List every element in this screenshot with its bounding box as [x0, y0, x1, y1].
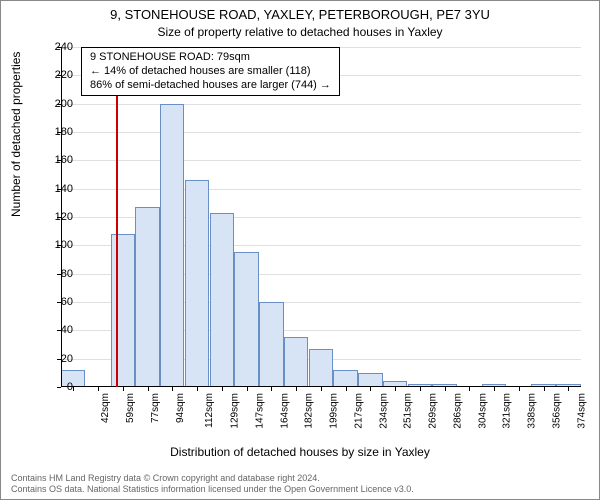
x-tick-label: 338sqm	[527, 393, 538, 429]
y-tick-label: 20	[33, 353, 73, 365]
y-tick-label: 220	[33, 69, 73, 81]
x-tick-label: 59sqm	[125, 393, 136, 423]
x-tick-label: 234sqm	[378, 393, 389, 429]
x-tick	[271, 387, 272, 391]
footer-attribution: Contains HM Land Registry data © Crown c…	[1, 473, 600, 496]
y-tick-label: 40	[33, 324, 73, 336]
y-tick-label: 200	[33, 98, 73, 110]
histogram-bar	[111, 234, 135, 387]
gridline	[61, 189, 581, 190]
x-tick-label: 269sqm	[428, 393, 439, 429]
x-tick	[148, 387, 149, 391]
x-tick	[123, 387, 124, 391]
histogram-bar	[185, 180, 209, 387]
x-tick-label: 77sqm	[150, 393, 161, 423]
x-tick-label: 94sqm	[175, 393, 186, 423]
histogram-bar	[309, 349, 333, 387]
x-axis-label: Distribution of detached houses by size …	[1, 445, 599, 459]
histogram-bar	[284, 337, 308, 387]
x-tick-label: 182sqm	[304, 393, 315, 429]
x-tick-label: 164sqm	[279, 393, 290, 429]
y-tick-label: 100	[33, 239, 73, 251]
histogram-bar	[160, 104, 184, 387]
x-tick	[247, 387, 248, 391]
y-tick-label: 60	[33, 296, 73, 308]
y-tick-label: 180	[33, 126, 73, 138]
title-main: 9, STONEHOUSE ROAD, YAXLEY, PETERBOROUGH…	[1, 7, 599, 22]
x-tick-label: 356sqm	[552, 393, 563, 429]
x-tick	[98, 387, 99, 391]
chart-container: 9, STONEHOUSE ROAD, YAXLEY, PETERBOROUGH…	[0, 0, 600, 500]
x-tick-label: 147sqm	[254, 393, 265, 429]
x-axis	[61, 386, 581, 387]
annotation-line-1: 9 STONEHOUSE ROAD: 79sqm	[90, 51, 331, 65]
x-tick	[222, 387, 223, 391]
x-tick	[346, 387, 347, 391]
y-tick-label: 160	[33, 154, 73, 166]
gridline	[61, 160, 581, 161]
x-tick	[544, 387, 545, 391]
x-tick	[370, 387, 371, 391]
x-tick-label: 374sqm	[576, 393, 587, 429]
histogram-bar	[358, 373, 382, 387]
histogram-bar	[135, 207, 159, 387]
histogram-bar	[234, 252, 258, 387]
x-tick	[519, 387, 520, 391]
gridline	[61, 132, 581, 133]
x-tick	[197, 387, 198, 391]
x-tick	[568, 387, 569, 391]
y-tick-label: 120	[33, 211, 73, 223]
x-tick	[172, 387, 173, 391]
x-tick	[73, 387, 74, 391]
x-tick-label: 42sqm	[100, 393, 111, 423]
x-tick	[296, 387, 297, 391]
y-tick-label: 80	[33, 268, 73, 280]
x-tick	[494, 387, 495, 391]
title-sub: Size of property relative to detached ho…	[1, 25, 599, 39]
annotation-line-2: ← 14% of detached houses are smaller (11…	[90, 65, 331, 79]
x-tick-label: 286sqm	[452, 393, 463, 429]
plot-area	[61, 47, 581, 387]
x-tick-label: 129sqm	[230, 393, 241, 429]
x-tick	[445, 387, 446, 391]
y-tick-label: 240	[33, 41, 73, 53]
x-tick	[321, 387, 322, 391]
x-tick-label: 304sqm	[477, 393, 488, 429]
x-tick	[420, 387, 421, 391]
x-tick-label: 251sqm	[403, 393, 414, 429]
footer-line-2: Contains OS data. National Statistics in…	[11, 484, 600, 495]
y-tick-label: 140	[33, 183, 73, 195]
y-tick-label: 0	[33, 381, 73, 393]
x-tick-label: 112sqm	[204, 393, 215, 428]
histogram-bar	[210, 213, 234, 387]
x-tick	[395, 387, 396, 391]
histogram-bar	[259, 302, 283, 387]
property-marker-line	[116, 47, 118, 387]
x-tick	[469, 387, 470, 391]
histogram-bar	[333, 370, 357, 387]
y-axis-label: Number of detached properties	[9, 52, 23, 217]
x-tick-label: 199sqm	[329, 393, 340, 429]
x-tick-label: 217sqm	[353, 393, 364, 429]
annotation-box: 9 STONEHOUSE ROAD: 79sqm ← 14% of detach…	[81, 47, 340, 96]
x-tick-label: 321sqm	[502, 393, 513, 429]
annotation-line-3: 86% of semi-detached houses are larger (…	[90, 79, 331, 93]
gridline	[61, 104, 581, 105]
footer-line-1: Contains HM Land Registry data © Crown c…	[11, 473, 600, 484]
